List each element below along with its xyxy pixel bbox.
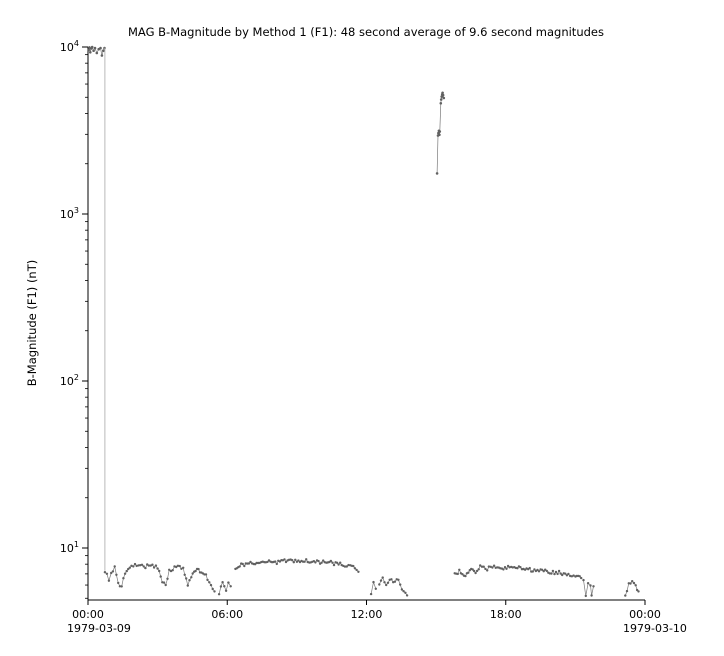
y-ticks: 101 102 103 104: [60, 39, 88, 599]
series-band-morning: [103, 562, 216, 593]
series-high-spike-1500: [435, 91, 446, 175]
y-axis-label: B-Magnitude (F1) (nT): [25, 260, 39, 386]
x-tick-label: 00:00: [629, 608, 661, 621]
series-cluster-noon-1: [369, 580, 377, 596]
x-date-left: 1979-03-09: [67, 622, 131, 635]
y-tick-label: 104: [60, 39, 79, 54]
series-dip-2130: [582, 578, 595, 598]
x-tick-label: 12:00: [351, 608, 383, 621]
x-tick-label: 18:00: [490, 608, 522, 621]
series-start-high-cluster: [87, 45, 106, 57]
series-cluster-noon-2: [378, 576, 409, 597]
x-date-right: 1979-03-10: [623, 622, 687, 635]
y-tick-label: 102: [60, 373, 79, 388]
y-tick-label: 101: [60, 540, 79, 555]
y-tick-label: 103: [60, 206, 79, 221]
series-band-midday-arc: [234, 558, 360, 573]
x-tick-label: 00:00: [72, 608, 104, 621]
series-cluster-late: [624, 580, 640, 597]
chart-title: MAG B-Magnitude by Method 1 (F1): 48 sec…: [128, 25, 604, 39]
x-tick-label: 06:00: [211, 608, 243, 621]
series-band-evening: [453, 564, 583, 580]
series-cluster-pre-0600: [217, 581, 232, 596]
axes: [87, 47, 645, 601]
